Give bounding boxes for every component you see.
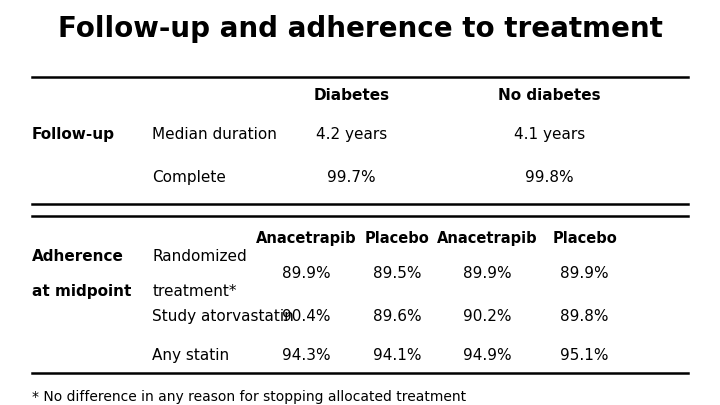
Text: Follow-up: Follow-up bbox=[32, 127, 114, 142]
Text: Adherence: Adherence bbox=[32, 249, 123, 264]
Text: 90.4%: 90.4% bbox=[282, 309, 330, 324]
Text: Complete: Complete bbox=[152, 170, 226, 185]
Text: 95.1%: 95.1% bbox=[560, 347, 609, 363]
Text: Follow-up and adherence to treatment: Follow-up and adherence to treatment bbox=[58, 15, 662, 43]
Text: at midpoint: at midpoint bbox=[32, 284, 131, 299]
Text: 89.9%: 89.9% bbox=[282, 266, 330, 281]
Text: Anacetrapib: Anacetrapib bbox=[437, 231, 538, 247]
Text: Median duration: Median duration bbox=[152, 127, 277, 142]
Text: 94.3%: 94.3% bbox=[282, 347, 330, 363]
Text: No diabetes: No diabetes bbox=[498, 88, 600, 103]
Text: 99.8%: 99.8% bbox=[525, 170, 574, 185]
Text: Diabetes: Diabetes bbox=[313, 88, 390, 103]
Text: 89.6%: 89.6% bbox=[372, 309, 421, 324]
Text: 89.9%: 89.9% bbox=[463, 266, 512, 281]
Text: Anacetrapib: Anacetrapib bbox=[256, 231, 356, 247]
Text: 94.9%: 94.9% bbox=[463, 347, 512, 363]
Text: Any statin: Any statin bbox=[152, 347, 229, 363]
Text: 89.9%: 89.9% bbox=[560, 266, 609, 281]
Text: 4.2 years: 4.2 years bbox=[316, 127, 387, 142]
Text: Study atorvastatin: Study atorvastatin bbox=[152, 309, 294, 324]
Text: 4.1 years: 4.1 years bbox=[514, 127, 585, 142]
Text: 90.2%: 90.2% bbox=[463, 309, 512, 324]
Text: Placebo: Placebo bbox=[552, 231, 617, 247]
Text: treatment*: treatment* bbox=[152, 284, 237, 299]
Text: 94.1%: 94.1% bbox=[373, 347, 421, 363]
Text: 99.7%: 99.7% bbox=[328, 170, 376, 185]
Text: Placebo: Placebo bbox=[364, 231, 429, 247]
Text: 89.8%: 89.8% bbox=[560, 309, 609, 324]
Text: Randomized: Randomized bbox=[152, 249, 247, 264]
Text: 89.5%: 89.5% bbox=[373, 266, 421, 281]
Text: * No difference in any reason for stopping allocated treatment: * No difference in any reason for stoppi… bbox=[32, 390, 466, 404]
